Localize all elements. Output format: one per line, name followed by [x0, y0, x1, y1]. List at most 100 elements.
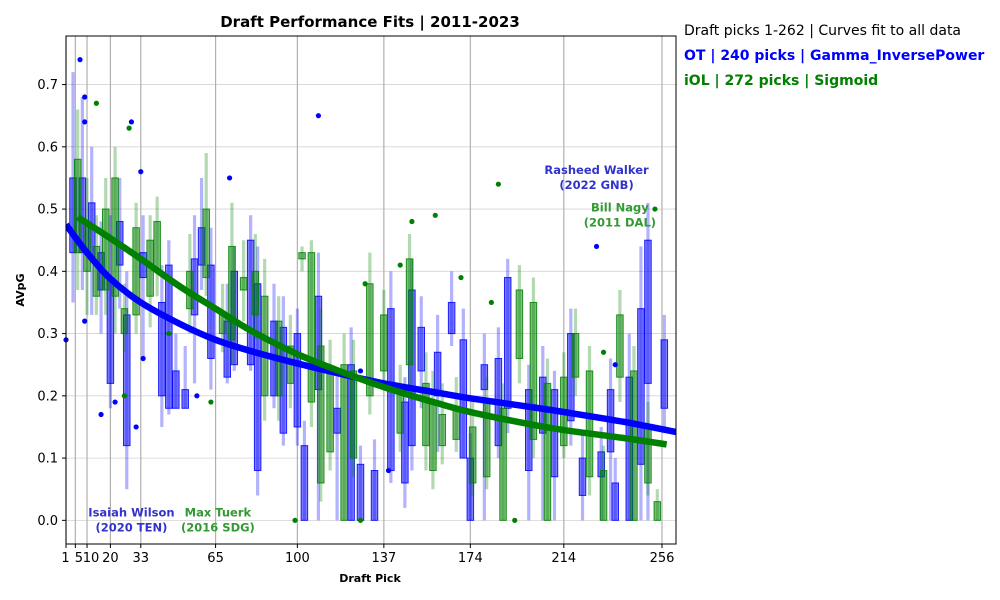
iol-point [93, 100, 99, 106]
iol-point [121, 393, 128, 399]
x-tick-label: 174 [458, 551, 483, 566]
info-line-iol: iOL | 272 picks | Sigmoid [684, 73, 879, 89]
x-tick-label: 65 [207, 551, 224, 566]
iol-box [260, 295, 269, 397]
annotation-label: Max Tuerk (2016 SDG) [181, 505, 255, 534]
iol-box [120, 308, 129, 335]
y-axis: 0.0 0.1 0.2 0.3 0.4 0.5 0.6 0.7 [37, 78, 66, 529]
ot-point [140, 355, 146, 362]
iol-box [571, 333, 580, 378]
iol-point [208, 399, 214, 405]
x-tick-label: 33 [133, 551, 150, 566]
ot-point [593, 243, 600, 250]
iol-point [432, 212, 438, 218]
iol-point [600, 349, 607, 355]
annotation-label: Rasheed Walker (2022 GNB) [544, 163, 649, 192]
x-axis: 1 5 10 20 33 65 100 137 174 214 256 [61, 544, 674, 566]
plot-frame [65, 35, 677, 545]
ot-point [612, 362, 618, 368]
iol-box [585, 370, 594, 478]
iol-point [652, 206, 658, 212]
iol-box [438, 414, 447, 447]
iol-point [409, 218, 415, 225]
iol-box [228, 245, 236, 341]
iol-point [488, 299, 494, 306]
iol-box [452, 407, 461, 440]
iol-box [529, 301, 538, 440]
outlier-points [63, 57, 658, 523]
y-tick-label: 0.2 [37, 389, 58, 404]
iol-box [499, 407, 507, 521]
iol-point [495, 181, 501, 187]
ot-point [138, 169, 144, 175]
iol-box [616, 314, 624, 378]
ot-point [82, 318, 88, 324]
iol-point [126, 125, 132, 131]
iol-box [153, 221, 161, 272]
annotation-line: (2011 DAL) [584, 215, 656, 229]
x-tick-label: 1 [61, 551, 69, 566]
x-tick-label: 20 [102, 551, 119, 566]
annotation-label: Bill Nagy (2011 DAL) [584, 200, 656, 229]
y-tick-label: 0.6 [37, 140, 58, 155]
y-tick-label: 0.4 [37, 265, 58, 280]
y-tick-label: 0.5 [37, 203, 58, 218]
y-axis-label: AVpG [14, 273, 27, 306]
x-tick-label: 10 [83, 551, 100, 566]
y-tick-label: 0.3 [37, 327, 58, 342]
iol-box [468, 426, 477, 484]
info-line-summary: Draft picks 1-262 | Curves fit to all da… [684, 23, 962, 39]
iol-box [366, 283, 374, 397]
ot-box [172, 370, 180, 409]
iol-box [298, 252, 306, 260]
annotation-line: Max Tuerk [185, 505, 252, 519]
ot-box [480, 364, 489, 391]
annotation-label: Isaiah Wilson (2020 TEN) [88, 505, 174, 534]
x-tick-label: 137 [371, 551, 396, 566]
ot-box [207, 264, 215, 359]
iol-box [515, 289, 524, 359]
iol-box [101, 208, 110, 291]
iol-box [380, 314, 388, 372]
ot-box [611, 482, 619, 521]
annotation-line: (2016 SDG) [181, 520, 255, 534]
iol-box [543, 382, 552, 521]
ot-box [333, 407, 341, 434]
x-tick-label: 100 [285, 551, 310, 566]
ot-box [356, 463, 365, 521]
iol-box [429, 401, 437, 472]
iol-box [644, 426, 652, 484]
ot-box [223, 320, 232, 378]
ot-point [385, 467, 392, 474]
iol-box [73, 158, 82, 254]
ot-point [357, 368, 364, 374]
info-line-ot: OT | 240 picks | Gamma_InversePower [684, 48, 985, 64]
annotation-line: (2020 TEN) [96, 520, 168, 534]
iol-box [307, 252, 316, 403]
iol-box [405, 258, 414, 366]
y-tick-label: 0.1 [37, 452, 58, 467]
round-lines [65, 36, 663, 544]
iol-box [239, 277, 248, 291]
iol-point [458, 274, 464, 281]
ot-point [128, 119, 135, 125]
ot-point [194, 393, 200, 399]
x-axis-label: Draft Pick [339, 572, 401, 585]
ot-point [77, 57, 83, 63]
iol-box [349, 370, 358, 459]
iol-point [397, 262, 403, 268]
y-tick-label: 0.7 [37, 78, 58, 93]
ot-box [644, 239, 652, 384]
ot-fit-curve [66, 222, 676, 436]
iol-point [512, 517, 518, 523]
ot-box [370, 470, 379, 521]
iol-box [422, 382, 430, 447]
iol-box [251, 270, 260, 316]
ot-box [637, 308, 645, 465]
ot-box [165, 264, 173, 409]
x-tick-label: 5 [75, 551, 83, 566]
iol-point [362, 281, 368, 287]
ot-point [98, 411, 104, 418]
iol-box [202, 208, 210, 279]
